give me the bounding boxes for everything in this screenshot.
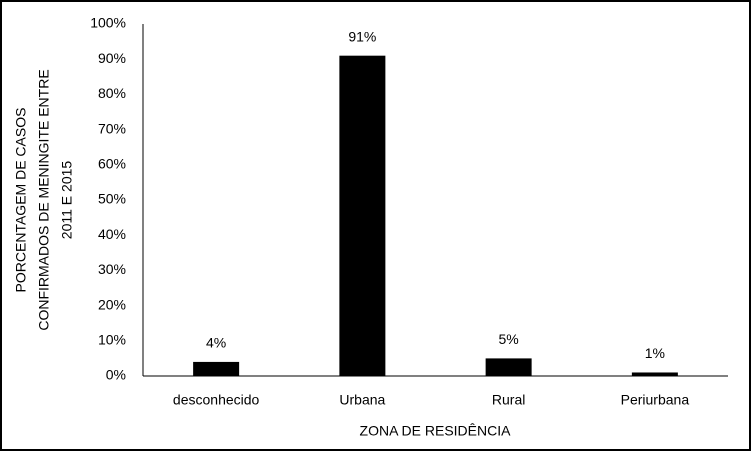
y-tick-label: 90% (98, 50, 126, 66)
y-tick-label: 10% (98, 332, 126, 348)
x-tick-label: Rural (492, 392, 525, 408)
x-tick-label: Periurbana (621, 392, 690, 408)
y-tick-label: 20% (98, 296, 126, 312)
data-label: 5% (499, 331, 519, 347)
y-axis-title: PORCENTAGEM DE CASOS (13, 108, 29, 293)
y-tick-label: 40% (98, 226, 126, 242)
y-tick-label: 80% (98, 85, 126, 101)
bar (193, 361, 240, 376)
y-tick-label: 0% (106, 367, 126, 383)
bar (631, 372, 678, 376)
y-axis-title: 2011 E 2015 (59, 161, 75, 240)
x-tick-label: Urbana (339, 392, 385, 408)
bar (485, 358, 532, 376)
y-axis-title: CONFIRMADOS DE MENINGITE ENTRE (36, 69, 52, 330)
x-axis-title: ZONA DE RESIDÊNCIA (360, 423, 512, 439)
y-tick-label: 30% (98, 261, 126, 277)
data-label: 91% (348, 28, 376, 44)
y-tick-label: 100% (90, 15, 126, 31)
x-tick-label: desconhecido (173, 392, 260, 408)
bar (339, 55, 386, 377)
y-tick-label: 70% (98, 120, 126, 136)
y-tick-label: 50% (98, 191, 126, 207)
data-label: 4% (206, 335, 226, 351)
data-label: 1% (645, 345, 665, 361)
y-tick-label: 60% (98, 156, 126, 172)
